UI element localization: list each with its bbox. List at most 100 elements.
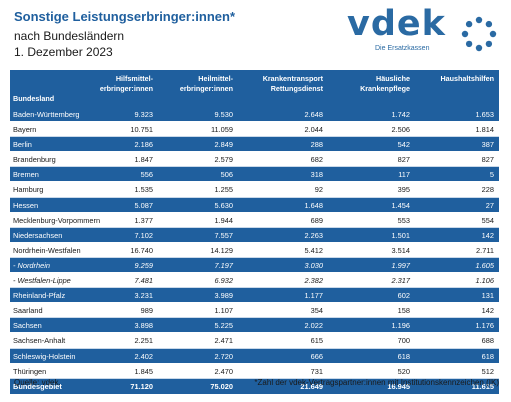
row-value: 142 <box>481 306 494 316</box>
row-value: 1.177 <box>304 291 324 301</box>
row-value: 1.648 <box>304 200 324 210</box>
row-value: 2.186 <box>134 140 154 150</box>
row-label: Niedersachsen <box>13 230 63 240</box>
row-value: 554 <box>481 215 494 225</box>
row-value: 1.605 <box>475 260 495 270</box>
row-value: 131 <box>481 291 494 301</box>
table-row: Thüringen 1.845 2.470 731 520 512 <box>10 363 499 379</box>
table-row: Mecklenburg-Vorpommern 1.377 1.944 689 553 55… <box>10 212 499 228</box>
row-value: 2.506 <box>391 125 411 135</box>
row-value: 6.932 <box>214 276 234 286</box>
row-value: 2.044 <box>304 125 324 135</box>
row-value: 7.481 <box>134 276 154 286</box>
table-row: Baden-Württemberg 9.323 9.530 2.648 1.742 1.6… <box>10 107 499 123</box>
table-row: Brandenburg 1.847 2.579 682 827 827 <box>10 152 499 168</box>
row-value: 142 <box>481 230 494 240</box>
row-value: 512 <box>481 366 494 376</box>
row-value: 615 <box>310 336 323 346</box>
table-row: Bremen 556 506 318 117 5 <box>10 167 499 183</box>
row-value: 1.255 <box>214 185 234 195</box>
table-row: Berlin 2.186 2.849 288 542 387 <box>10 137 499 153</box>
row-value: 556 <box>140 170 153 180</box>
footnote: *Zahl der vdek-Vertragspartner:innen mit… <box>254 378 499 387</box>
row-label: Bundesgebiet <box>13 381 62 391</box>
col-header-krankentransport: Krankentransport Rettungsdienst <box>262 74 323 93</box>
row-label: Bayern <box>13 125 37 135</box>
table-header: Bundesland Hilfsmittel-erbringer:innen H… <box>10 70 499 107</box>
row-label: Berlin <box>13 140 32 150</box>
row-value: 5.630 <box>214 200 234 210</box>
row-value: 288 <box>310 140 323 150</box>
row-value: 1.196 <box>391 321 411 331</box>
col-header-krankenpflege: Häusliche Krankenpflege <box>360 74 410 93</box>
row-value: 1.501 <box>391 230 411 240</box>
row-value: 2.471 <box>214 336 234 346</box>
row-label: - Westfalen-Lippe <box>13 276 71 286</box>
row-value: 5.087 <box>134 200 154 210</box>
page-subtitle: nach Bundesländern <box>14 29 125 43</box>
row-value: 827 <box>481 155 494 165</box>
row-value: 1.845 <box>134 366 154 376</box>
row-value: 354 <box>310 306 323 316</box>
row-value: 117 <box>398 170 410 180</box>
logo-dots-icon <box>461 16 497 52</box>
row-value: 602 <box>397 291 410 301</box>
row-value: 2.251 <box>134 336 154 346</box>
table-row: - Nordrhein 9.259 7.197 3.030 1.997 1.605 <box>10 257 499 274</box>
row-value: 318 <box>310 170 323 180</box>
row-value: 2.470 <box>214 366 234 376</box>
row-value: 11.615 <box>471 381 494 391</box>
row-value: 14.129 <box>210 245 233 255</box>
row-value: 618 <box>481 351 494 361</box>
row-value: 27 <box>485 200 494 210</box>
row-value: 9.259 <box>134 260 154 270</box>
row-value: 731 <box>310 366 323 376</box>
row-label: Saarland <box>13 306 43 316</box>
row-value: 2.648 <box>304 110 324 119</box>
table-row: - Westfalen-Lippe 7.481 6.932 2.382 2.317 1.1… <box>10 273 499 289</box>
row-value: 666 <box>310 351 323 361</box>
row-value: 5 <box>489 170 494 180</box>
table-row: Rheinland-Pfalz 3.231 3.989 1.177 602 131 <box>10 288 499 304</box>
row-value: 1.454 <box>391 200 411 210</box>
row-value: 520 <box>397 366 410 376</box>
vdek-logo: vdek Die Ersatzkassen <box>347 4 499 58</box>
row-value: 506 <box>220 170 233 180</box>
row-value: 7.102 <box>134 230 154 240</box>
row-value: 689 <box>310 215 323 225</box>
row-value: 5.412 <box>304 245 324 255</box>
row-value: 9.323 <box>134 110 154 119</box>
row-value: 553 <box>397 215 410 225</box>
row-value: 1.535 <box>134 185 154 195</box>
row-value: 75.020 <box>210 381 233 391</box>
row-label: Rheinland-Pfalz <box>13 291 66 301</box>
row-label: Sachsen <box>13 321 42 331</box>
table-row: Sachsen 3.898 5.225 2.022 1.196 1.176 <box>10 318 499 334</box>
row-value: 7.197 <box>214 260 234 270</box>
row-value: 682 <box>310 155 323 165</box>
source-note: Quelle: vdek. <box>14 378 61 387</box>
row-value: 228 <box>481 185 494 195</box>
row-value: 92 <box>314 185 323 195</box>
col-header-hilfsmittel: Hilfsmittel-erbringer:innen <box>99 74 153 93</box>
row-value: 16.740 <box>130 245 153 255</box>
row-value: 700 <box>397 336 410 346</box>
row-value: 1.847 <box>134 155 154 165</box>
row-label: Bremen <box>13 170 39 180</box>
row-label: Hamburg <box>13 185 44 195</box>
table-total-row: Bundesgebiet 71.120 75.020 21.649 16.945 11.6… <box>10 378 499 394</box>
row-value: 2.720 <box>214 351 234 361</box>
row-value: 2.263 <box>304 230 324 240</box>
row-value: 542 <box>397 140 410 150</box>
row-value: 2.579 <box>214 155 234 165</box>
row-label: Mecklenburg-Vorpommern <box>13 215 101 225</box>
row-label: Thüringen <box>13 366 47 376</box>
row-value: 3.898 <box>134 321 154 331</box>
table-row: Hamburg 1.535 1.255 92 395 228 <box>10 182 499 198</box>
row-value: 1.107 <box>214 306 234 316</box>
row-value: 10.751 <box>130 125 153 135</box>
page-date: 1. Dezember 2023 <box>14 45 113 59</box>
row-value: 387 <box>481 140 494 150</box>
col-header-heilmittel: Heilmittel-erbringer:innen <box>179 74 233 93</box>
row-value: 688 <box>481 336 494 346</box>
